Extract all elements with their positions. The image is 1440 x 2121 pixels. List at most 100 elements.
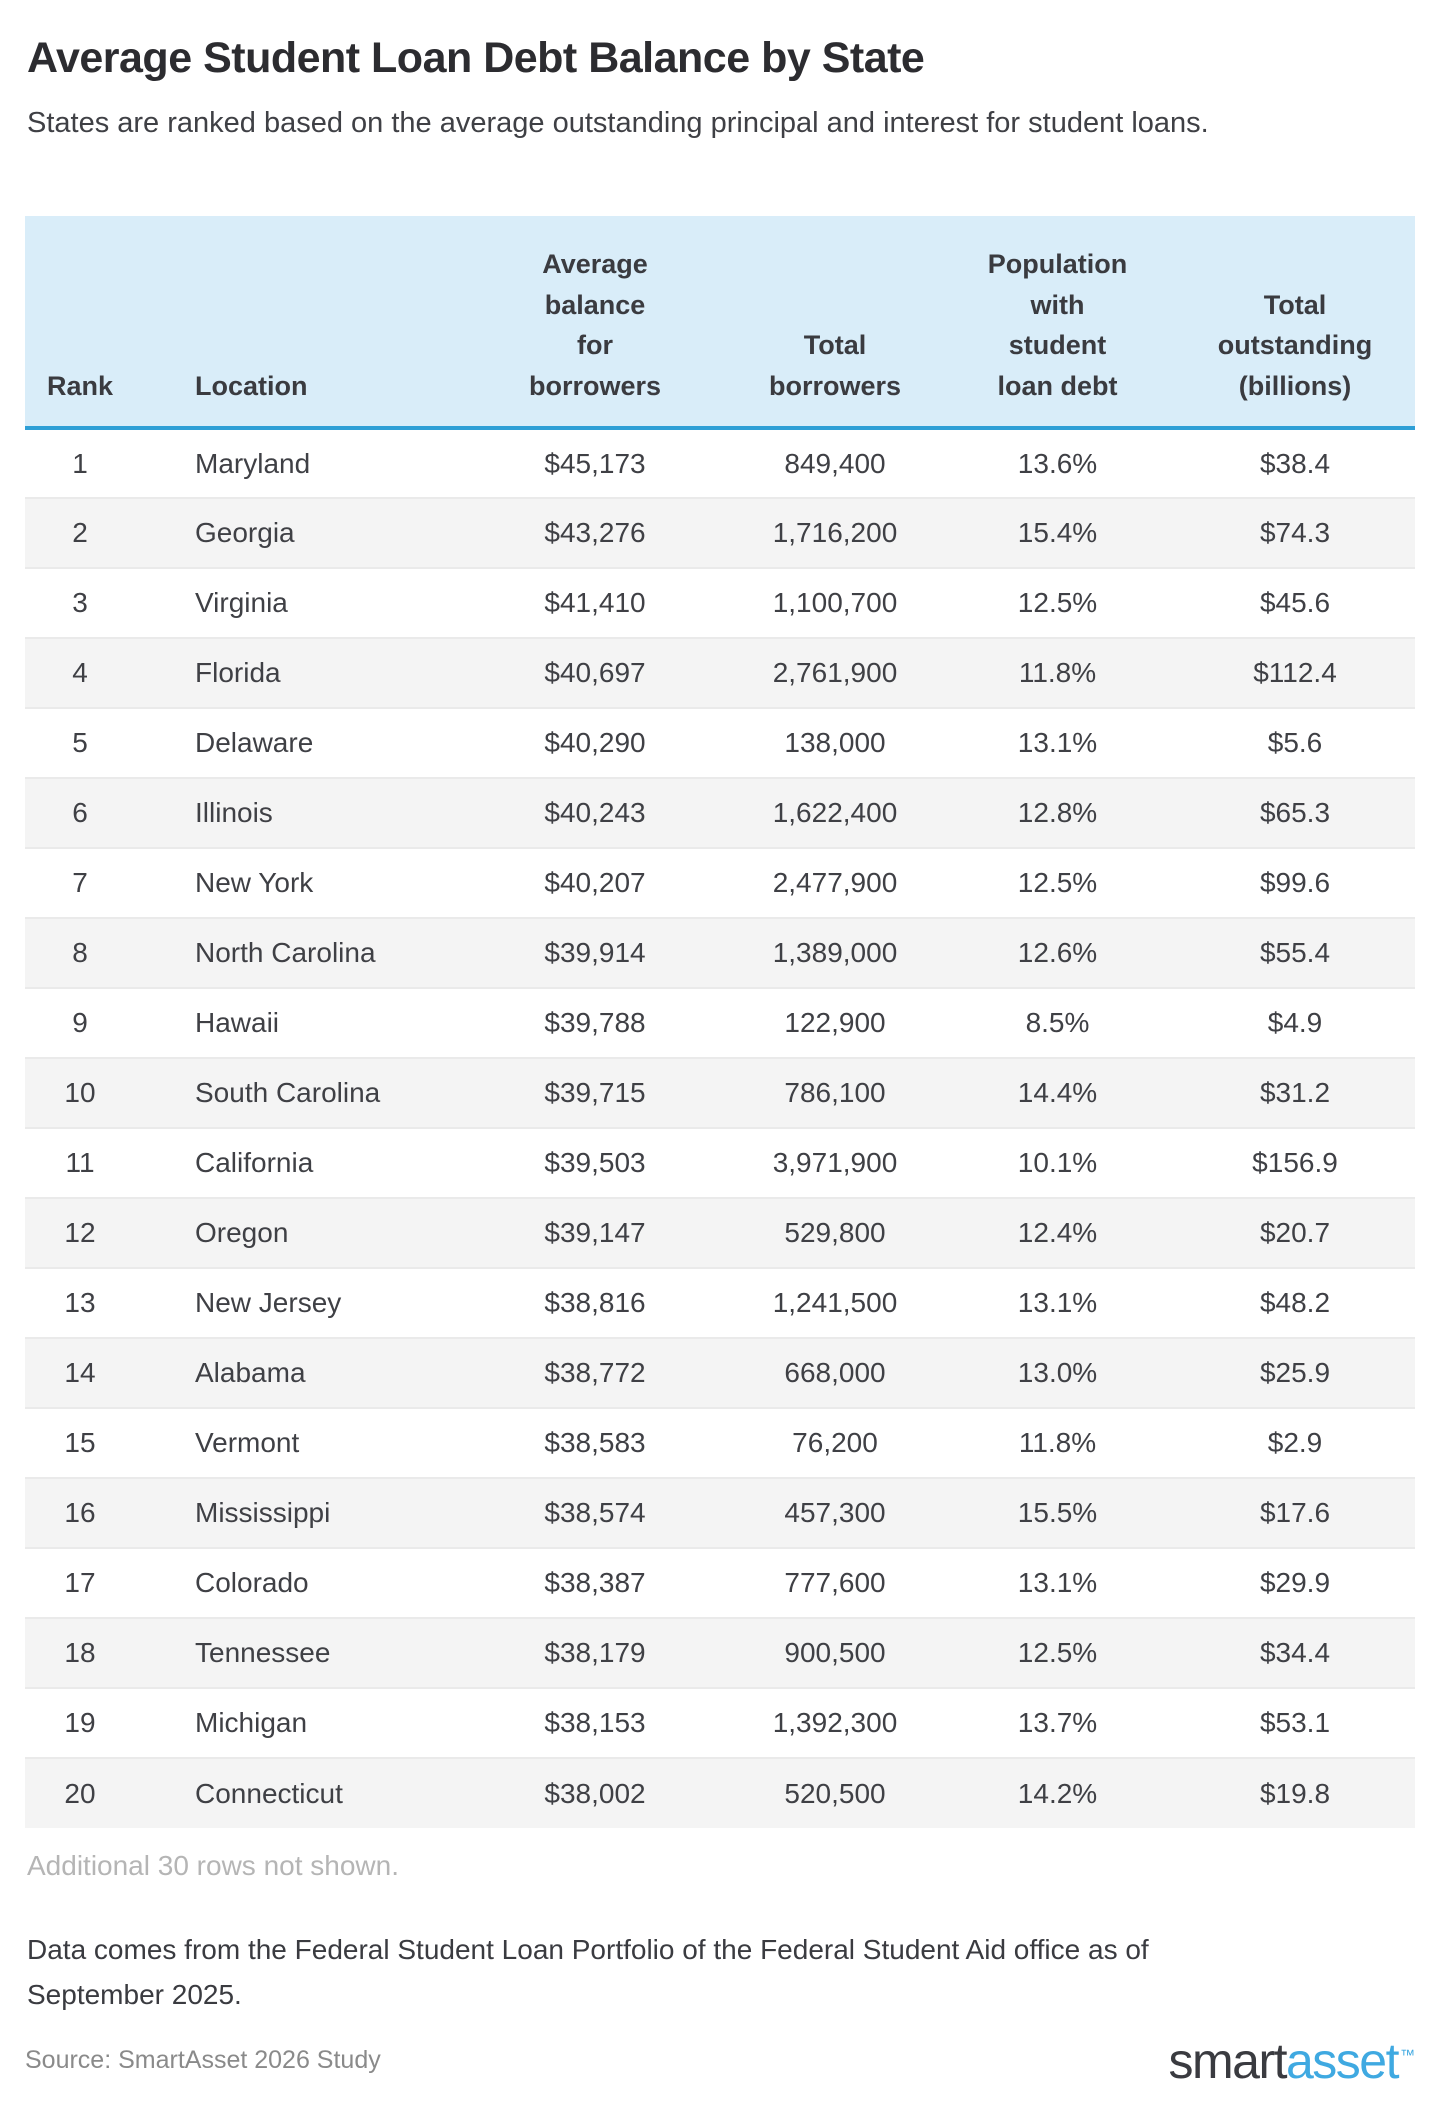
cell-total-outstanding: $20.7	[1259, 1217, 1331, 1249]
page-subtitle: States are ranked based on the average o…	[27, 107, 1209, 140]
cell-location: Delaware	[195, 727, 314, 759]
cell-pct-with-debt: 14.2%	[1017, 1777, 1098, 1809]
cell-location: California	[195, 1147, 314, 1179]
cell-total-borrowers: 2,761,900	[772, 657, 898, 689]
cell-total-outstanding: $4.9	[1267, 1007, 1323, 1039]
cell-pct-with-debt: 10.1%	[1017, 1147, 1098, 1179]
cell-location: South Carolina	[195, 1077, 381, 1109]
page-title: Average Student Loan Debt Balance by Sta…	[27, 34, 925, 82]
cell-total-borrowers: 777,600	[784, 1567, 886, 1599]
cell-avg-balance: $39,147	[544, 1217, 646, 1249]
cell-total-borrowers: 529,800	[784, 1217, 886, 1249]
cell-total-outstanding: $99.6	[1259, 867, 1331, 899]
cell-rank: 18	[64, 1637, 96, 1669]
cell-avg-balance: $40,243	[544, 797, 646, 829]
table-row: 14 Alabama $38,772 668,000 13.0% $25.9	[25, 1338, 1415, 1409]
cell-total-borrowers: 1,716,200	[772, 517, 898, 549]
cell-location: Michigan	[195, 1707, 308, 1739]
cell-total-outstanding: $48.2	[1259, 1287, 1331, 1319]
cell-rank: 6	[72, 797, 88, 829]
table-row: 19 Michigan $38,153 1,392,300 13.7% $53.1	[25, 1688, 1415, 1758]
cell-total-borrowers: 457,300	[784, 1497, 886, 1529]
table-row: 2 Georgia $43,276 1,716,200 15.4% $74.3	[25, 498, 1415, 569]
cell-total-borrowers: 2,477,900	[772, 867, 898, 899]
cell-total-outstanding: $17.6	[1259, 1497, 1331, 1529]
cell-avg-balance: $39,503	[544, 1147, 646, 1179]
cell-total-outstanding: $25.9	[1259, 1357, 1331, 1389]
logo-text-asset: asset	[1285, 2032, 1400, 2089]
table-row: 7 New York $40,207 2,477,900 12.5% $99.6	[25, 848, 1415, 918]
cell-total-borrowers: 76,200	[792, 1427, 878, 1459]
cell-location: Connecticut	[195, 1777, 343, 1809]
cell-avg-balance: $41,410	[544, 587, 646, 619]
additional-rows-note: Additional 30 rows not shown.	[27, 1850, 399, 1882]
cell-location: Virginia	[195, 587, 288, 619]
cell-pct-with-debt: 13.1%	[1017, 727, 1098, 759]
cell-total-borrowers: 1,389,000	[772, 937, 898, 969]
cell-location: Illinois	[195, 797, 273, 829]
cell-avg-balance: $40,290	[544, 727, 646, 759]
cell-rank: 7	[72, 867, 88, 899]
cell-avg-balance: $38,574	[544, 1497, 646, 1529]
cell-total-borrowers: 849,400	[784, 447, 886, 479]
cell-avg-balance: $39,788	[544, 1007, 646, 1039]
cell-location: New Jersey	[195, 1287, 342, 1319]
loan-debt-table: Rank Location Average balance for borrow…	[25, 216, 1415, 1829]
cell-total-outstanding: $53.1	[1259, 1707, 1331, 1739]
cell-rank: 14	[64, 1357, 96, 1389]
cell-rank: 16	[64, 1497, 96, 1529]
cell-rank: 15	[64, 1427, 96, 1459]
cell-rank: 12	[64, 1217, 96, 1249]
cell-pct-with-debt: 12.8%	[1017, 797, 1098, 829]
cell-pct-with-debt: 15.5%	[1017, 1497, 1098, 1529]
cell-rank: 3	[72, 587, 88, 619]
table-row: 10 South Carolina $39,715 786,100 14.4% $31.2	[25, 1058, 1415, 1129]
cell-location: Oregon	[195, 1217, 289, 1249]
cell-location: Mississippi	[195, 1497, 331, 1529]
cell-avg-balance: $40,207	[544, 867, 646, 899]
cell-total-borrowers: 900,500	[784, 1637, 886, 1669]
cell-rank: 9	[72, 1007, 88, 1039]
data-source-footnote: Data comes from the Federal Student Loan…	[27, 1934, 1149, 2011]
table-row: 6 Illinois $40,243 1,622,400 12.8% $65.3	[25, 778, 1415, 849]
cell-pct-with-debt: 13.7%	[1017, 1707, 1098, 1739]
cell-total-outstanding: $29.9	[1259, 1567, 1331, 1599]
cell-pct-with-debt: 15.4%	[1017, 517, 1098, 549]
cell-total-borrowers: 1,100,700	[772, 587, 898, 619]
cell-location: Tennessee	[195, 1637, 331, 1669]
header-location: Location	[135, 216, 460, 429]
cell-rank: 10	[64, 1077, 96, 1109]
cell-total-outstanding: $45.6	[1259, 587, 1331, 619]
cell-location: Florida	[195, 657, 281, 689]
table-row: 3 Virginia $41,410 1,100,700 12.5% $45.6	[25, 568, 1415, 638]
header-total-outstanding: Total outstanding (billions)	[1175, 216, 1415, 429]
cell-pct-with-debt: 12.5%	[1017, 587, 1098, 619]
cell-pct-with-debt: 8.5%	[1025, 1007, 1090, 1039]
cell-total-outstanding: $156.9	[1252, 1147, 1338, 1179]
table-row: 12 Oregon $39,147 529,800 12.4% $20.7	[25, 1198, 1415, 1269]
cell-location: Georgia	[195, 517, 295, 549]
cell-total-borrowers: 668,000	[784, 1357, 886, 1389]
cell-rank: 11	[65, 1147, 95, 1179]
cell-location: North Carolina	[195, 937, 376, 969]
cell-total-borrowers: 122,900	[784, 1007, 886, 1039]
cell-total-borrowers: 3,971,900	[772, 1147, 898, 1179]
cell-pct-with-debt: 12.5%	[1017, 1637, 1098, 1669]
cell-total-borrowers: 1,241,500	[772, 1287, 898, 1319]
cell-pct-with-debt: 12.5%	[1017, 867, 1098, 899]
cell-total-outstanding: $19.8	[1259, 1777, 1331, 1809]
cell-total-borrowers: 1,622,400	[772, 797, 898, 829]
cell-total-borrowers: 520,500	[784, 1777, 886, 1809]
cell-pct-with-debt: 12.6%	[1017, 937, 1098, 969]
cell-avg-balance: $40,697	[544, 657, 646, 689]
cell-pct-with-debt: 13.0%	[1017, 1357, 1098, 1389]
table-row: 8 North Carolina $39,914 1,389,000 12.6% $55.…	[25, 918, 1415, 989]
cell-total-outstanding: $112.4	[1253, 657, 1337, 689]
header-pct-with-debt: Population with student loan debt	[940, 216, 1175, 429]
logo-text-smart: smart	[1168, 2032, 1287, 2089]
cell-total-outstanding: $31.2	[1259, 1077, 1331, 1109]
cell-total-borrowers: 1,392,300	[772, 1707, 898, 1739]
table-header-row: Rank Location Average balance for borrow…	[25, 216, 1415, 429]
footer: Source: SmartAsset 2026 Study smartasset…	[25, 2032, 1415, 2090]
